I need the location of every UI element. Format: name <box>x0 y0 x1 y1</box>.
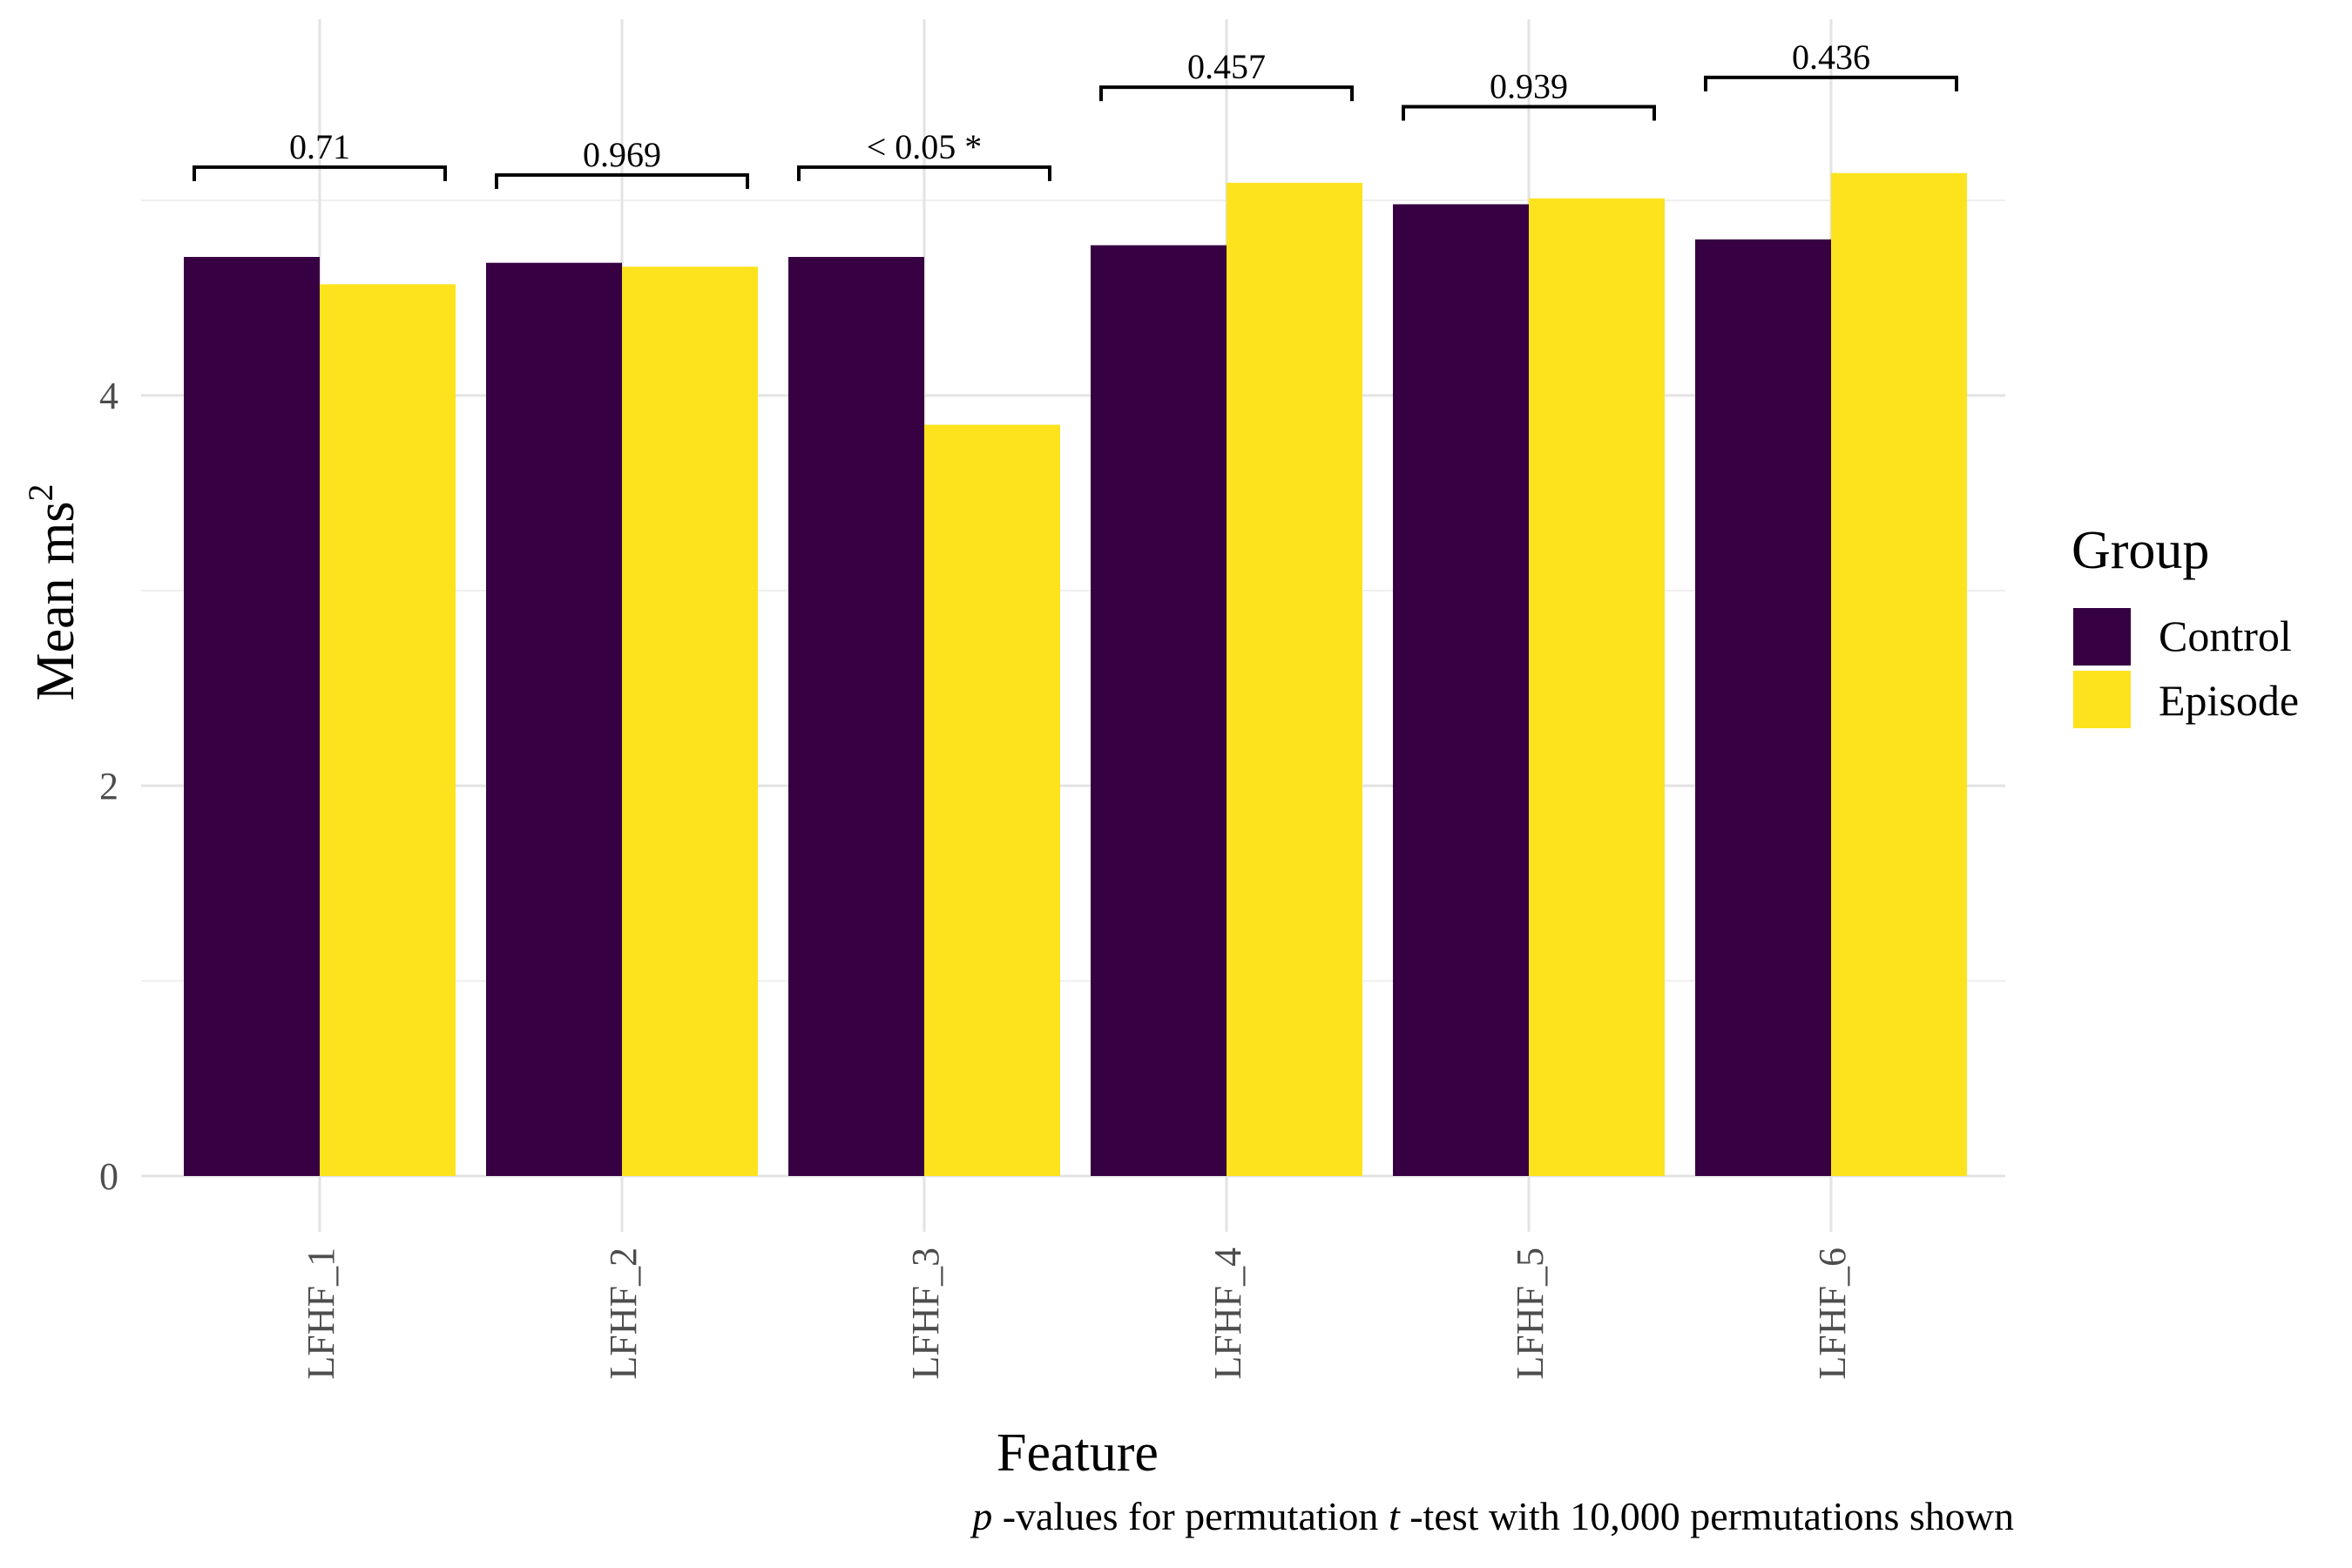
legend-label-control: Control <box>2159 612 2292 660</box>
p-value-bracket <box>193 165 447 181</box>
y-tick-label: 2 <box>99 765 118 808</box>
p-value-label: 0.71 <box>289 127 350 166</box>
bar-episode-lfhf_5 <box>1529 198 1665 1176</box>
x-axis-title: Feature <box>997 1423 1159 1483</box>
legend-label-episode: Episode <box>2159 676 2299 725</box>
bar-episode-lfhf_2 <box>622 267 758 1176</box>
legend-swatch-control <box>2073 608 2131 666</box>
p-value-label: 0.436 <box>1792 37 1870 77</box>
y-tick-label: 4 <box>99 375 118 417</box>
p-value-bracket <box>1099 85 1354 102</box>
x-tick-label: LFHF_2 <box>602 1247 645 1380</box>
bar-episode-lfhf_6 <box>1831 172 1967 1176</box>
x-axis-ticks: LFHF_1 LFHF_2 LFHF_3 LFHF_4 LFHF_5 LFHF_6 <box>300 1247 1854 1380</box>
legend-swatch-episode <box>2073 671 2131 728</box>
x-tick-label: LFHF_1 <box>300 1247 342 1380</box>
p-value-bracket <box>495 172 749 189</box>
p-value-label: 0.969 <box>583 135 661 174</box>
p-value-bracket <box>1704 75 1958 91</box>
p-value-label: 0.457 <box>1187 47 1266 86</box>
legend: Group Control Episode <box>2072 521 2299 728</box>
p-value-bracket <box>1402 105 1656 121</box>
p-value-brackets: 0.71 0.969 < 0.05 * 0.457 0.939 0.436 <box>193 37 1958 189</box>
bar-control-lfhf_5 <box>1393 204 1529 1177</box>
bar-control-lfhf_1 <box>184 256 320 1177</box>
x-tick-label: LFHF_3 <box>904 1247 947 1380</box>
p-value-label: < 0.05 * <box>867 127 983 166</box>
bars <box>184 172 1967 1177</box>
bar-control-lfhf_3 <box>788 256 924 1177</box>
bar-control-lfhf_2 <box>486 262 622 1177</box>
bar-control-lfhf_6 <box>1695 239 1831 1176</box>
caption: p -values for permutation t -test with 1… <box>970 1494 2014 1538</box>
x-tick-label: LFHF_6 <box>1811 1247 1854 1380</box>
x-tick-label: LFHF_4 <box>1206 1247 1249 1380</box>
p-value-label: 0.939 <box>1490 66 1568 105</box>
y-tick-label: 0 <box>99 1155 118 1198</box>
bar-episode-lfhf_4 <box>1227 182 1362 1177</box>
bar-episode-lfhf_1 <box>320 284 456 1176</box>
x-tick-label: LFHF_5 <box>1509 1247 1551 1380</box>
p-value-bracket <box>797 165 1051 181</box>
legend-title: Group <box>2072 521 2209 580</box>
bar-control-lfhf_4 <box>1091 245 1227 1176</box>
y-axis-title: Mean ms2 <box>21 483 85 700</box>
y-axis-ticks: 0 2 4 <box>99 375 118 1198</box>
bar-episode-lfhf_3 <box>924 424 1060 1177</box>
